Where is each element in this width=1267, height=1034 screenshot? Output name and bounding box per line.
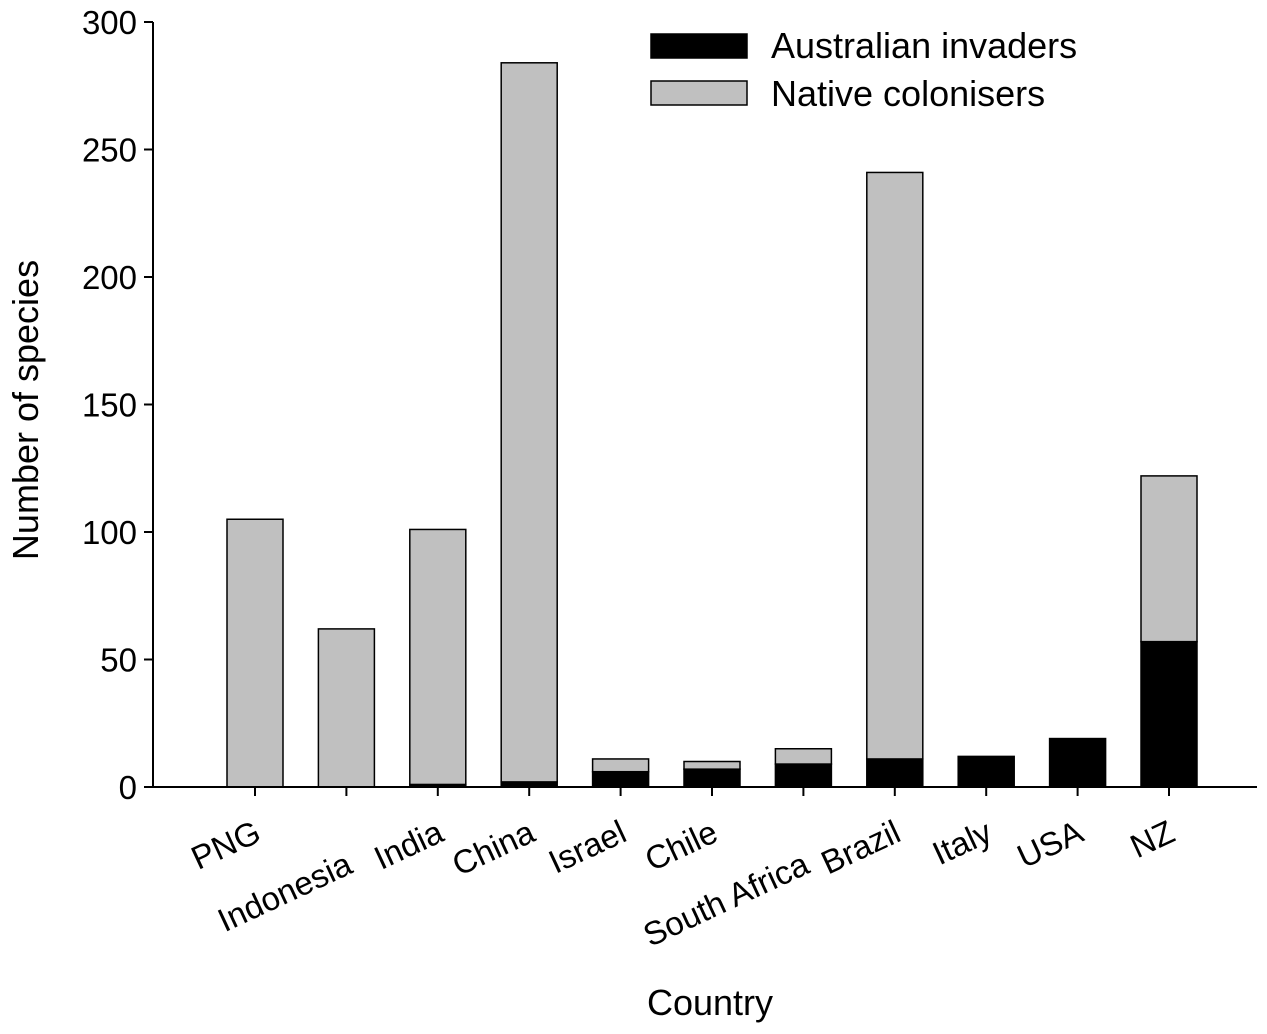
y-tick-label: 100 [82, 514, 137, 551]
bar-australian-invaders [774, 763, 833, 788]
bar-australian-invaders [1140, 640, 1198, 788]
x-tick-label: PNG [186, 813, 266, 877]
y-tick-label: 200 [82, 259, 137, 296]
bar-native-colonisers [683, 760, 741, 770]
legend-swatch-australian-invaders [650, 33, 748, 59]
y-tick-label: 150 [82, 387, 137, 424]
bar-australian-invaders [683, 768, 741, 788]
bar-australian-invaders [591, 770, 650, 788]
x-axis-label: Country [647, 982, 773, 1023]
x-tick-label: Chile [639, 813, 723, 878]
x-tick-label: Italy [927, 813, 998, 872]
legend-label-australian-invaders: Australian invaders [771, 25, 1077, 66]
bar-native-colonisers [226, 518, 284, 788]
bar-australian-invaders [957, 755, 1015, 788]
bar-native-colonisers [409, 528, 467, 786]
legend: Australian invaders Native colonisers [650, 25, 1077, 114]
bar-native-colonisers [1140, 475, 1198, 643]
legend-label-native-colonisers: Native colonisers [771, 73, 1045, 114]
y-tick-label: 50 [100, 642, 137, 679]
y-axis-label: Number of species [5, 260, 46, 560]
bar-native-colonisers [317, 628, 376, 788]
bar-native-colonisers [774, 748, 833, 765]
x-tick-label: India [368, 813, 449, 877]
x-tick-label: USA [1011, 813, 1088, 875]
legend-swatch-native-colonisers [650, 80, 748, 106]
bar-native-colonisers [500, 62, 558, 783]
x-tick-label: Brazil [815, 813, 905, 881]
bars-group [226, 62, 1198, 788]
bar-australian-invaders [1048, 737, 1107, 788]
bar-native-colonisers [866, 171, 924, 760]
y-tick-label: 300 [82, 4, 137, 41]
x-tick-label: China [446, 813, 540, 883]
x-tick-label: NZ [1124, 813, 1180, 865]
y-tick-label: 250 [82, 132, 137, 169]
y-tick-label: 0 [119, 769, 137, 806]
bar-australian-invaders [866, 758, 924, 788]
x-tick-label: Israel [543, 813, 632, 881]
bar-native-colonisers [591, 758, 650, 773]
y-ticks-group: 0 50 100 150 200 250 300 [82, 4, 153, 806]
